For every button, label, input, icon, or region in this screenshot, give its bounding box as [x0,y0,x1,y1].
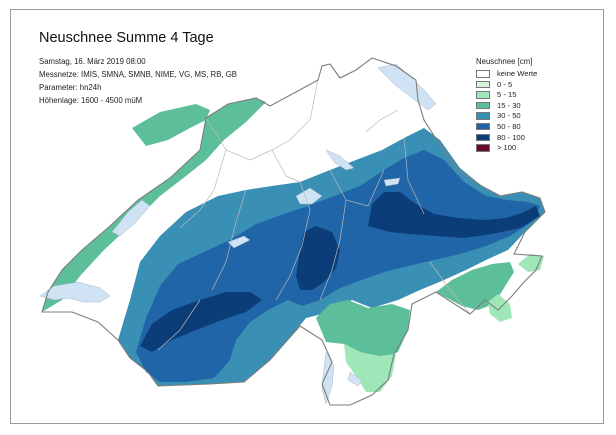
map-title: Neuschnee Summe 4 Tage [39,30,214,46]
lake-constance [377,63,437,111]
legend-swatch [476,122,490,131]
legend-swatch [476,101,490,110]
legend-swatch [476,133,490,142]
legend-swatch [476,91,490,99]
lake-thun [227,235,251,249]
legend-swatch [476,80,490,89]
lake-lucerne [295,187,323,205]
networks-label: Messnetze: IMIS, SMNA, SMNB, NIME, VG, M… [39,70,237,79]
date-label: Samstag, 16. März 2019 08:00 [39,57,146,66]
region-50-80-alps [136,150,540,382]
legend-label: > 100 [497,143,517,153]
region-80-100-graubuenden [368,192,540,238]
legend-label: 80 - 100 [497,132,525,142]
region-5-15-ticino-south [344,344,396,392]
lake-zurich [325,149,355,171]
legend-swatch [476,70,490,78]
legend-label: keine Werte [497,69,538,78]
lake-walensee [383,177,401,187]
legend-label: 0 - 5 [497,79,513,89]
region-80-100-gotthard [296,226,340,290]
legend-title: Neuschnee [cm] [476,57,533,66]
legend-label: 5 - 15 [497,90,517,100]
lake-geneva [39,281,111,303]
lake-neuchatel [111,199,151,237]
legend-label: 50 - 80 [497,121,521,131]
parameter-label: Parameter: hn24h [39,83,102,92]
switzerland-border [41,57,546,406]
legend-swatch [476,112,490,120]
legend-swatch [476,144,490,152]
altitude-label: Höhenlage: 1600 - 4500 müM [39,96,143,105]
region-15-30-ticino [316,300,410,360]
legend-label: 15 - 30 [497,100,521,110]
region-15-30-north [132,104,210,146]
canton-borders [157,79,471,351]
region-80-100-valais [140,292,262,352]
lake-lugano [347,371,363,387]
legend-label: 30 - 50 [497,111,521,121]
region-15-30-jura [42,98,266,312]
